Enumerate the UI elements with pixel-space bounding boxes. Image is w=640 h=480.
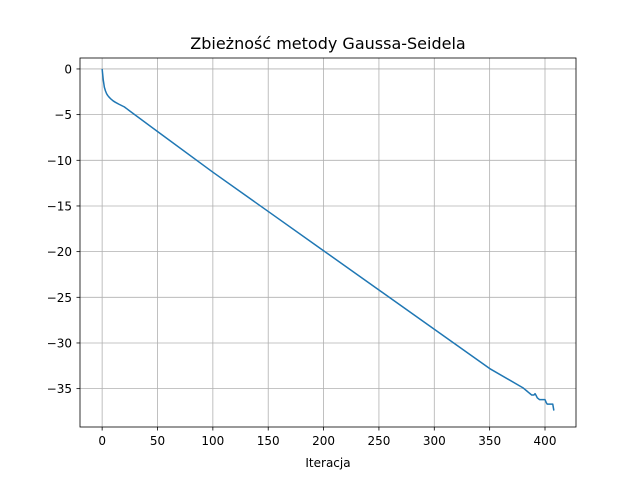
x-tick-label: 100 xyxy=(201,434,224,448)
grid-lines xyxy=(80,58,576,427)
x-axis-ticks: 0 50 100 150 200 250 300 350 400 xyxy=(98,427,556,448)
y-tick-label: −25 xyxy=(47,291,72,305)
x-tick-label: 150 xyxy=(257,434,280,448)
y-tick-label: −35 xyxy=(47,382,72,396)
y-tick-label: −10 xyxy=(47,154,72,168)
x-tick-label: 0 xyxy=(98,434,106,448)
y-tick-label: −20 xyxy=(47,245,72,259)
x-tick-label: 350 xyxy=(478,434,501,448)
x-tick-label: 300 xyxy=(423,434,446,448)
y-tick-label: −15 xyxy=(47,199,72,213)
y-tick-label: −5 xyxy=(54,108,72,122)
x-tick-label: 400 xyxy=(534,434,557,448)
plot-frame xyxy=(79,57,577,428)
x-tick-label: 250 xyxy=(367,434,390,448)
series-layer xyxy=(101,68,555,411)
x-tick-label: 50 xyxy=(150,434,165,448)
x-tick-label: 200 xyxy=(312,434,335,448)
x-axis-label: Iteracja xyxy=(305,456,350,470)
series-line xyxy=(101,68,555,411)
y-tick-label: −30 xyxy=(47,336,72,350)
y-tick-label: 0 xyxy=(64,62,72,76)
chart-title: Zbieżność metody Gaussa-Seidela xyxy=(190,34,465,53)
y-axis-ticks: 0 −5 −10 −15 −20 −25 −30 −35 xyxy=(47,62,80,396)
